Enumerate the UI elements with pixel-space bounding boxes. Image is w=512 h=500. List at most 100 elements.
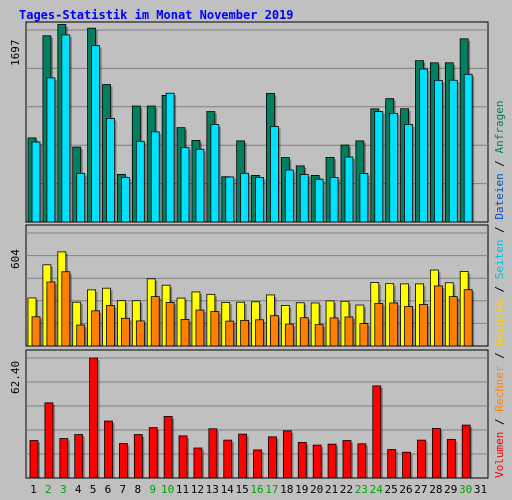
bar-rechner-12 [195, 309, 205, 347]
day-label-23: 23 [355, 483, 368, 496]
day-label-30: 30 [459, 483, 472, 496]
legend-part: Volumen [493, 432, 506, 478]
bar-rechner-18 [284, 323, 294, 347]
bar-rechner-21 [329, 317, 339, 347]
bar-volumen-20 [312, 444, 322, 479]
bar-rechner-6 [106, 305, 115, 347]
bar-rechner-2 [46, 281, 56, 347]
bar-seiten-15 [240, 172, 250, 223]
bar-volumen-27 [417, 439, 426, 479]
bar-volumen-30 [461, 424, 471, 479]
bar-seiten-6 [106, 118, 115, 223]
legend-part: / [493, 412, 506, 432]
bar-rechner-16 [255, 319, 264, 347]
bar-rechner-22 [344, 316, 354, 347]
bar-volumen-22 [342, 440, 352, 479]
day-label-10: 10 [161, 483, 174, 496]
day-label-1: 1 [30, 483, 37, 496]
day-label-29: 29 [444, 483, 457, 496]
day-label-17: 17 [265, 483, 278, 496]
bar-rechner-24 [374, 302, 384, 347]
series-seiten [31, 34, 475, 223]
bar-seiten-21 [329, 177, 339, 223]
day-label-6: 6 [105, 483, 112, 496]
bar-seiten-30 [463, 73, 473, 223]
chart-title: Tages-Statistik im Monat November 2019 [19, 8, 294, 22]
bar-rechner-1 [31, 316, 41, 347]
day-label-16: 16 [250, 483, 263, 496]
day-label-14: 14 [221, 483, 235, 496]
bar-rechner-3 [61, 271, 71, 347]
requests-panel: 1697 [9, 21, 489, 223]
bar-seiten-8 [135, 140, 145, 223]
bar-rechner-13 [210, 311, 220, 347]
bar-seiten-9 [150, 131, 160, 223]
day-label-19: 19 [295, 483, 308, 496]
bar-volumen-5 [89, 357, 99, 479]
bar-volumen-23 [357, 443, 367, 479]
bar-seiten-27 [419, 68, 428, 223]
bar-seiten-22 [344, 156, 354, 223]
bar-rechner-30 [463, 289, 473, 347]
bar-volumen-8 [133, 434, 143, 479]
series-rechner [31, 271, 475, 347]
legend: Volumen / Rechner / Besuche / Seiten / D… [493, 100, 506, 478]
bar-volumen-2 [44, 402, 54, 479]
bar-volumen-16 [253, 449, 262, 479]
bar-rechner-14 [225, 320, 235, 347]
bar-volumen-10 [163, 416, 173, 479]
bar-rechner-17 [270, 315, 279, 347]
bar-volumen-3 [59, 438, 69, 479]
bar-rechner-4 [76, 324, 86, 347]
bar-volumen-1 [29, 440, 39, 479]
day-label-5: 5 [90, 483, 97, 496]
day-label-11: 11 [176, 483, 189, 496]
bar-seiten-12 [195, 148, 205, 223]
day-label-21: 21 [325, 483, 338, 496]
day-labels: 1 2 3 4 5 6 7 8 9 10 11 12 13 14 15 16 17 18 19 20 21 22 23 24 2… [30, 483, 487, 496]
bar-volumen-12 [193, 447, 203, 479]
legend-part: / [493, 220, 506, 240]
legend-part: Rechner [493, 365, 506, 412]
bar-volumen-18 [282, 430, 292, 479]
bar-rechner-8 [135, 320, 145, 347]
day-label-25: 25 [385, 483, 398, 496]
day-label-12: 12 [191, 483, 204, 496]
bar-seiten-1 [31, 141, 41, 223]
bar-rechner-10 [165, 302, 175, 347]
bar-seiten-24 [374, 111, 384, 223]
bar-volumen-13 [208, 428, 218, 479]
bar-volumen-21 [327, 443, 337, 479]
day-label-18: 18 [280, 483, 293, 496]
day-label-24: 24 [370, 483, 384, 496]
bar-volumen-28 [431, 427, 441, 479]
legend-part: Dateien [493, 173, 506, 219]
bar-volumen-26 [402, 451, 411, 479]
bar-rechner-5 [91, 310, 101, 347]
bar-seiten-18 [284, 169, 294, 223]
bar-volumen-17 [268, 436, 277, 479]
bar-seiten-14 [225, 176, 235, 223]
bar-seiten-5 [91, 45, 101, 223]
volume-panel-y-max-label: 62.40 [9, 361, 22, 394]
day-label-13: 13 [206, 483, 219, 496]
day-label-20: 20 [310, 483, 323, 496]
bar-seiten-17 [270, 126, 279, 223]
bar-rechner-11 [180, 319, 190, 347]
bar-seiten-26 [404, 124, 413, 223]
day-label-27: 27 [414, 483, 427, 496]
day-label-26: 26 [399, 483, 412, 496]
day-label-9: 9 [149, 483, 156, 496]
bar-seiten-28 [433, 79, 443, 223]
bar-seiten-23 [359, 173, 369, 223]
chart-panels: 1697 604 62.40 [9, 21, 489, 479]
bar-volumen-24 [372, 385, 382, 479]
visits-panel: 604 [9, 224, 489, 347]
bar-rechner-9 [150, 296, 160, 347]
bar-seiten-2 [46, 77, 56, 223]
bar-seiten-4 [76, 172, 86, 223]
bar-seiten-29 [448, 79, 458, 223]
bar-seiten-3 [61, 34, 71, 223]
bar-volumen-6 [104, 420, 113, 479]
